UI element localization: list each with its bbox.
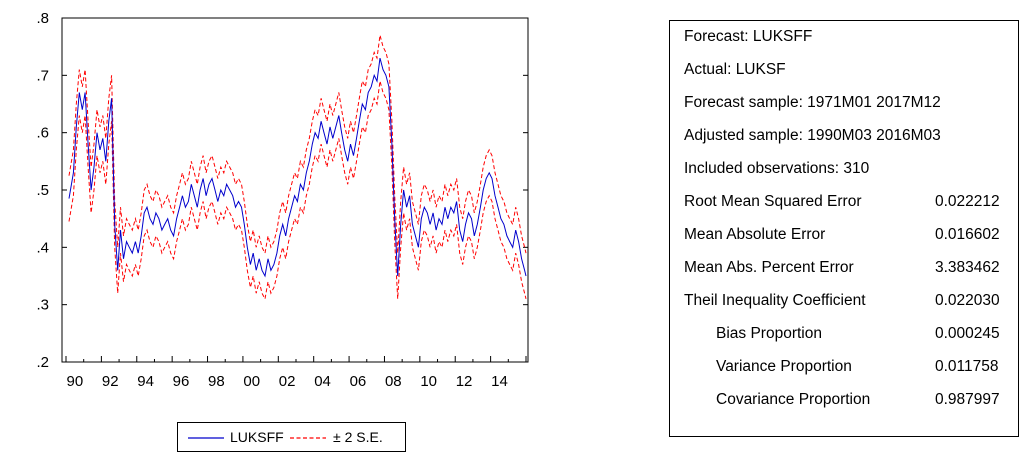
stats-row-mae: Mean Absolute Error 0.016602 bbox=[684, 226, 1014, 246]
stats-label: Variance Proportion bbox=[716, 358, 852, 375]
forecast-chart: .2 .3 .4 .5 .6 .7 .8 90 92 94 96 98 00 02 04 06 08 10 12 14… bbox=[36, 10, 529, 452]
forecast-stats-panel: Forecast: LUKSFF Actual: LUKSF Forecast … bbox=[669, 20, 1019, 437]
x-tick-label: 04 bbox=[314, 373, 331, 390]
forecast-line-luksff bbox=[68, 57, 527, 278]
y-tick-label: .6 bbox=[36, 125, 49, 142]
stats-actual-line: Actual: LUKSF bbox=[684, 61, 786, 78]
legend-label-band: ± 2 S.E. bbox=[333, 429, 383, 445]
stats-value: 3.383462 bbox=[935, 259, 1000, 276]
stats-row-mape: Mean Abs. Percent Error 3.383462 bbox=[684, 259, 1014, 279]
stats-value: 0.016602 bbox=[935, 226, 1000, 243]
upper-band-line bbox=[68, 35, 527, 255]
chart-svg: .2 .3 .4 .5 .6 .7 .8 90 92 94 96 98 00 02 04 06 08 10 12 14 bbox=[36, 10, 529, 390]
stats-label: Mean Abs. Percent Error bbox=[684, 259, 854, 276]
stats-label: Bias Proportion bbox=[716, 325, 822, 342]
stats-label: Theil Inequality Coefficient bbox=[684, 292, 866, 309]
x-tick-label: 12 bbox=[456, 373, 473, 390]
x-tick-label: 10 bbox=[420, 373, 437, 390]
chart-legend: LUKSFF ± 2 S.E. bbox=[177, 422, 406, 452]
x-tick-label: 96 bbox=[173, 373, 190, 390]
stats-row-variance: Variance Proportion 0.011758 bbox=[684, 358, 1014, 378]
x-tick-label: 06 bbox=[350, 373, 367, 390]
stats-row-covariance: Covariance Proportion 0.987997 bbox=[684, 391, 1014, 411]
stats-value: 0.000245 bbox=[935, 325, 1000, 342]
stats-row-rmse: Root Mean Squared Error 0.022212 bbox=[684, 193, 1014, 213]
x-tick-label: 02 bbox=[279, 373, 296, 390]
stats-forecast-line: Forecast: LUKSFF bbox=[684, 28, 813, 45]
y-tick-label: .3 bbox=[36, 297, 49, 314]
y-tick-label: .7 bbox=[36, 67, 49, 84]
stats-label: Mean Absolute Error bbox=[684, 226, 826, 243]
lower-band-line bbox=[68, 80, 527, 301]
stats-row-theil: Theil Inequality Coefficient 0.022030 bbox=[684, 292, 1014, 312]
stats-value: 0.987997 bbox=[935, 391, 1000, 408]
stats-label: Root Mean Squared Error bbox=[684, 193, 862, 210]
y-tick-label: .2 bbox=[36, 354, 49, 371]
x-tick-label: 98 bbox=[208, 373, 225, 390]
legend-swatches bbox=[188, 437, 326, 439]
y-tick-label: .8 bbox=[36, 10, 49, 27]
stats-value: 0.022212 bbox=[935, 193, 1000, 210]
stats-label: Covariance Proportion bbox=[716, 391, 871, 408]
x-tick-label: 08 bbox=[385, 373, 402, 390]
stats-observations-line: Included observations: 310 bbox=[684, 160, 870, 177]
stats-value: 0.011758 bbox=[935, 358, 999, 375]
stats-adjusted-sample-line: Adjusted sample: 1990M03 2016M03 bbox=[684, 127, 941, 144]
x-tick-label: 90 bbox=[67, 373, 84, 390]
stats-row-bias: Bias Proportion 0.000245 bbox=[684, 325, 1014, 345]
x-tick-label: 00 bbox=[243, 373, 260, 390]
stats-value: 0.022030 bbox=[935, 292, 1000, 309]
legend-label-luksff: LUKSFF bbox=[230, 429, 284, 445]
stats-forecast-sample-line: Forecast sample: 1971M01 2017M12 bbox=[684, 94, 941, 111]
x-tick-label: 92 bbox=[102, 373, 119, 390]
y-tick-label: .4 bbox=[36, 239, 49, 256]
plot-frame bbox=[61, 17, 529, 363]
x-tick-label: 94 bbox=[137, 373, 154, 390]
x-tick-label: 14 bbox=[491, 373, 508, 390]
y-tick-label: .5 bbox=[36, 182, 49, 199]
